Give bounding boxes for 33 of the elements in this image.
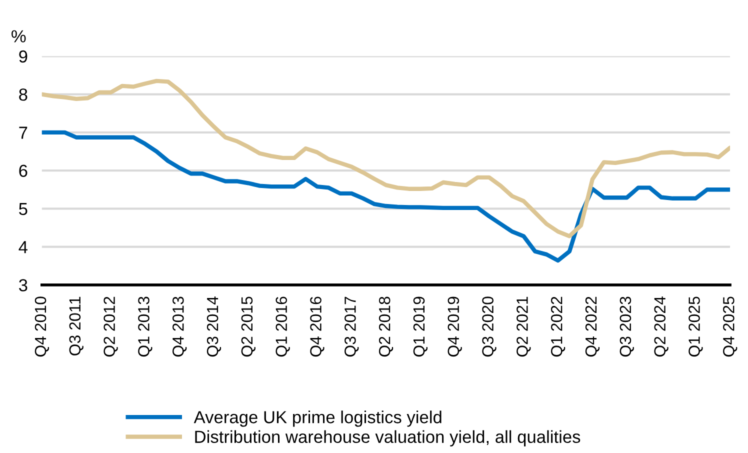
y-axis-title: % [12,30,26,42]
x-tick-label: Q1 2025 [688,296,703,357]
y-tick-label: 3 [19,279,28,292]
y-tick-label: 6 [19,164,28,178]
x-tick-label: Q4 2013 [172,296,187,357]
x-tick-label: Q3 2017 [344,296,359,357]
x-tick-label: Q4 2025 [723,296,738,357]
x-tick-label: Q2 2021 [516,296,531,357]
y-tick-label: 7 [19,126,28,139]
x-tick-label: Q1 2016 [276,296,290,357]
y-tick-label: 8 [19,88,28,101]
legend-label: Distribution warehouse valuation yield, all qualities [195,430,580,446]
line-series [42,78,730,238]
x-tick-label: Q1 2013 [138,296,152,357]
line-series [42,130,730,263]
x-tick-label: Q4 2016 [310,296,324,357]
y-tick-label: 5 [19,203,28,216]
x-tick-label: Q1 2022 [550,296,566,357]
x-tick-label: Q4 2010 [34,296,50,357]
y-tick-label: 4 [18,241,28,254]
x-tick-label: Q3 2023 [620,296,634,357]
x-tick-label: Q2 2015 [241,296,256,357]
legend-label: Average UK prime logistics yield [194,410,442,427]
x-tick-label: Q2 2012 [104,296,118,357]
x-tick-label: Q2 2018 [378,296,394,357]
x-tick-label: Q4 2022 [585,296,600,357]
x-tick-label: Q2 2024 [654,296,668,357]
x-tick-label: Q4 2019 [448,296,462,357]
y-tick-label: 9 [19,50,28,63]
x-tick-label: Q3 2011 [69,296,84,356]
x-tick-label: Q3 2020 [482,296,496,357]
x-tick-label: Q1 2019 [413,296,428,357]
x-tick-label: Q3 2014 [206,296,222,357]
